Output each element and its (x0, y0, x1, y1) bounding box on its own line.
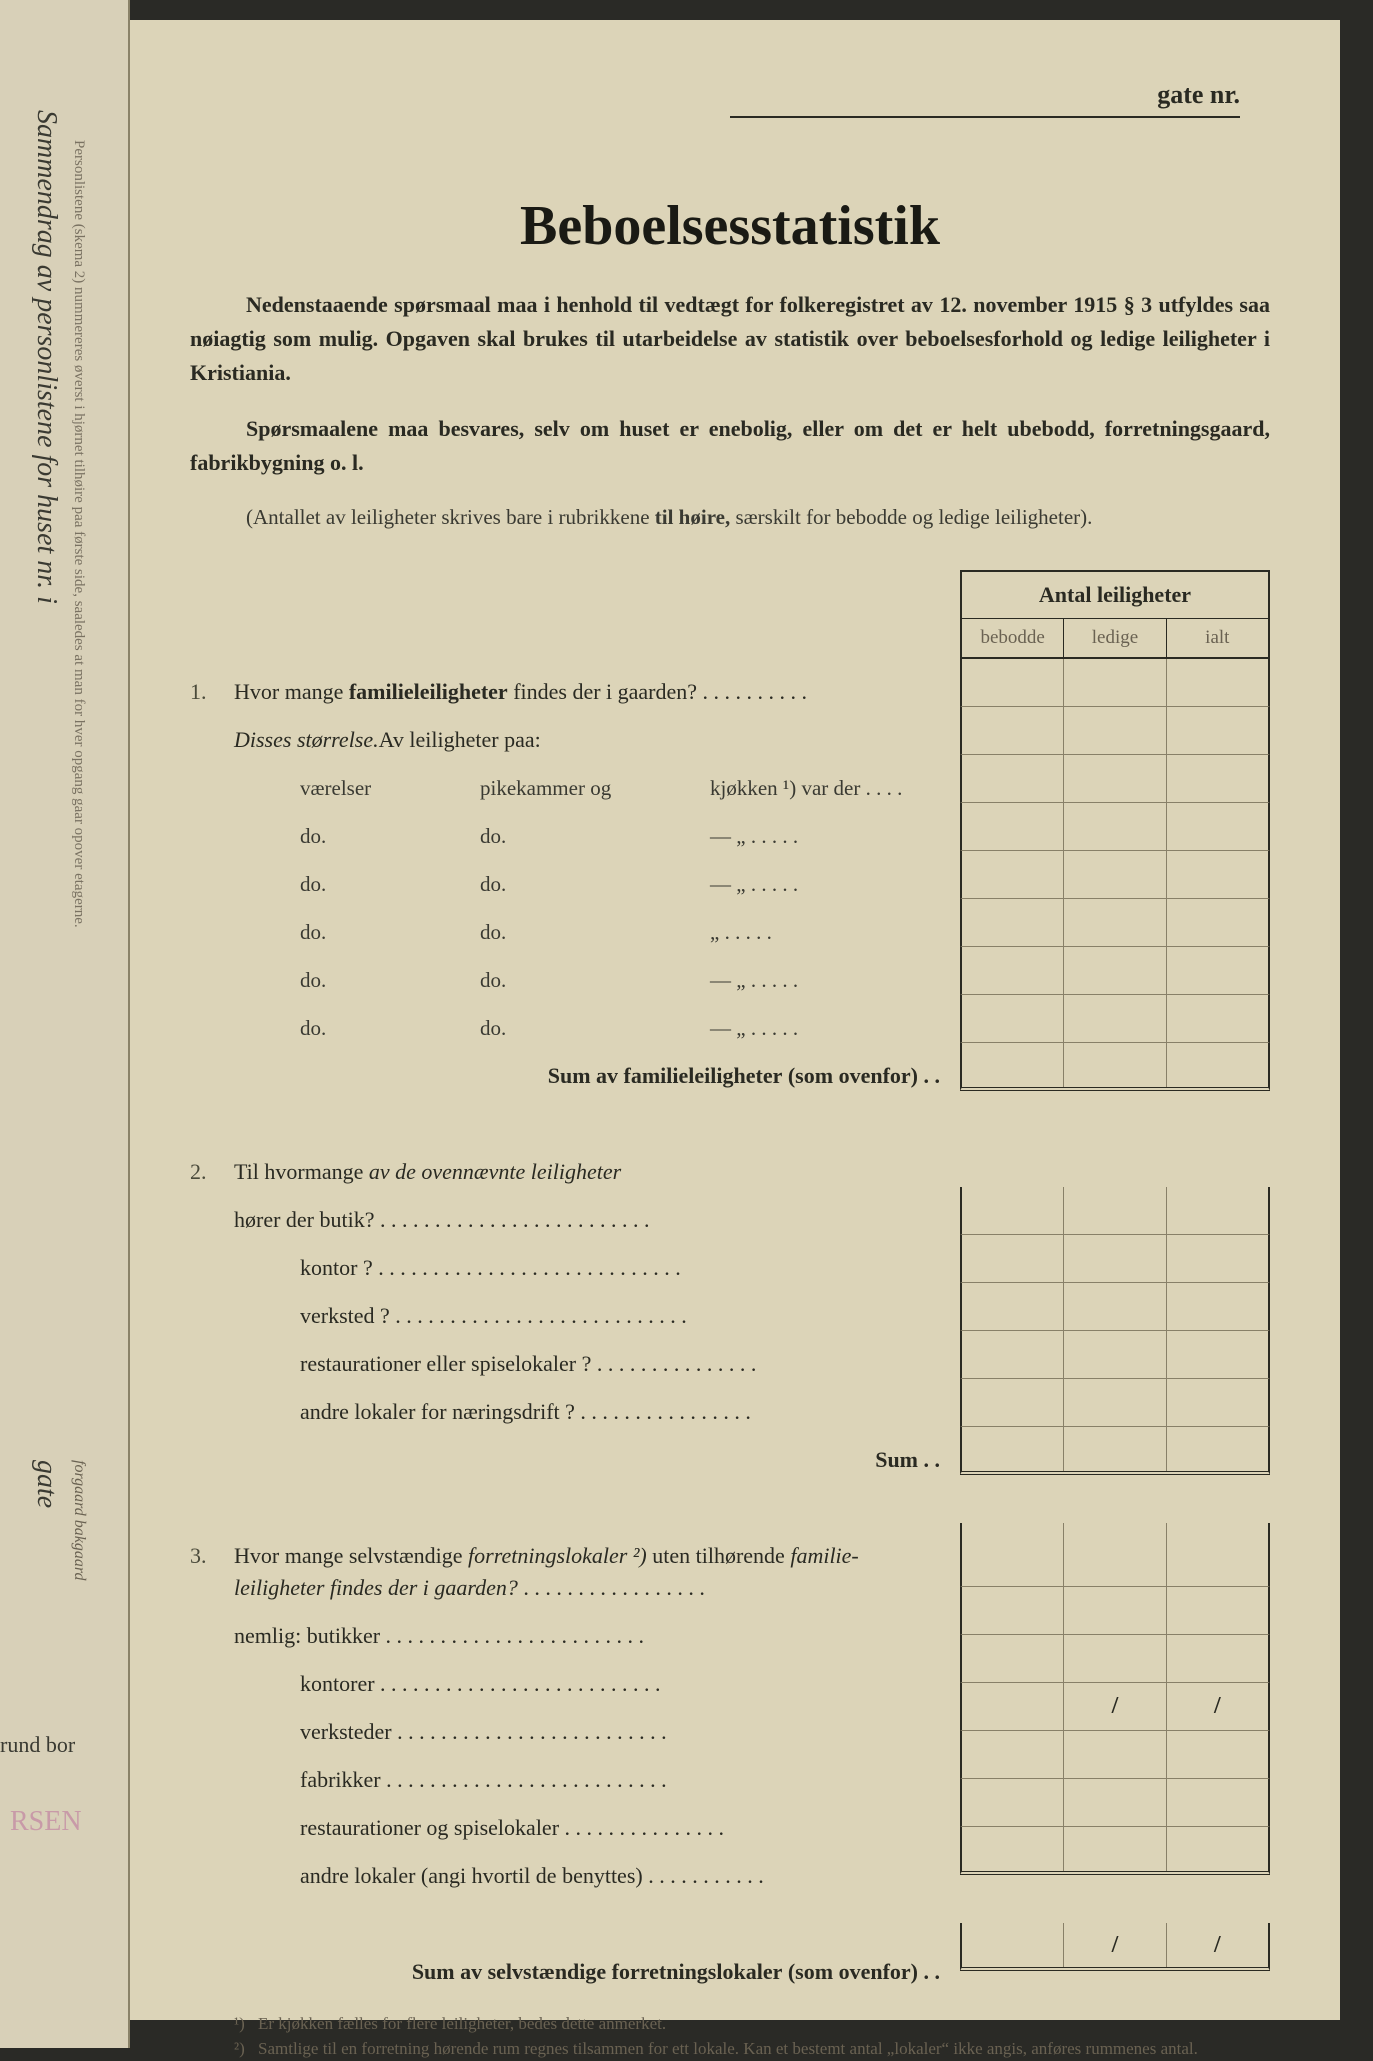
cell-value: / (1167, 1923, 1268, 1967)
q3-line3: kontorer . . . . . . . . . . . . . . . .… (190, 1660, 940, 1708)
table-row[interactable] (960, 1827, 1270, 1875)
q1-text: Hvor mange familieleiligheter findes der… (234, 668, 940, 716)
table-row-verksteder[interactable]: // (960, 1683, 1270, 1731)
table-row[interactable] (960, 995, 1270, 1043)
grid-cell: do. (300, 860, 480, 908)
left-subtext: Personlistene (skema 2) nummereres øvers… (70, 140, 87, 928)
q3-sum: Sum av selvstændige forretningslokaler (… (190, 1948, 940, 1996)
footnote-1: Er kjøkken fælles for flere leiligheter,… (258, 2014, 666, 2033)
table-row[interactable] (960, 1379, 1270, 1427)
grid-cell: do. (300, 1004, 480, 1052)
q3-number: 3. (190, 1540, 234, 1604)
q2-line4: verksted ? . . . . . . . . . . . . . . .… (190, 1292, 940, 1340)
grid-cell: do. (480, 1004, 710, 1052)
footnote-2: Samtlige til en forretning hørende rum r… (258, 2039, 1198, 2058)
footnote-num: ¹) (234, 2012, 258, 2037)
table-row[interactable] (960, 899, 1270, 947)
table-row[interactable] (960, 1331, 1270, 1379)
q3-line2: nemlig: butikker . . . . . . . . . . . .… (190, 1612, 940, 1660)
grid-h2: pikekammer og (480, 764, 710, 812)
intro-paragraph-3: (Antallet av leiligheter skrives bare i … (190, 501, 1270, 534)
table-header: Antal leiligheter (960, 570, 1270, 619)
table-row[interactable] (960, 1187, 1270, 1235)
grid-cell: do. (480, 956, 710, 1004)
gate-nr-field[interactable]: gate nr. (730, 80, 1240, 118)
table-row-sum[interactable]: // (960, 1923, 1270, 1971)
table-row-sum[interactable] (960, 1043, 1270, 1091)
q2-line2: hører der butik? . . . . . . . . . . . .… (190, 1196, 940, 1244)
table-row[interactable] (960, 1779, 1270, 1827)
grid-cell: do. (480, 812, 710, 860)
left-heading: Sammendrag av personlistene for huset nr… (30, 110, 62, 604)
q1-line: 1. Hvor mange familieleiligheter findes … (190, 668, 940, 716)
left-fragment-1: rund bor (0, 1732, 75, 1758)
footnote-num: ²) (234, 2037, 258, 2061)
col-ialt: ialt (1167, 619, 1268, 657)
questions-column: 1. Hvor mange familieleiligheter findes … (190, 570, 960, 1996)
table-row[interactable] (960, 851, 1270, 899)
grid-cell: „ . . . . . (710, 908, 940, 956)
left-gate-label: gate (30, 1460, 62, 1508)
q2-line5: restaurationer eller spiselokaler ? . . … (190, 1340, 940, 1388)
footnotes: ¹)Er kjøkken fælles for flere leilighete… (190, 2012, 1270, 2061)
grid-h1: værelser (300, 764, 480, 812)
table-row[interactable] (960, 1283, 1270, 1331)
left-page-fragment: Sammendrag av personlistene for huset nr… (0, 0, 130, 2048)
table-row[interactable] (960, 755, 1270, 803)
q2-sum: Sum . . (190, 1436, 940, 1484)
cell-value: / (1064, 1923, 1166, 1967)
q1-size-grid: værelserpikekammer ogkjøkken ¹) var der … (190, 764, 940, 1052)
grid-cell: — „ . . . . . (710, 956, 940, 1004)
table-row[interactable] (960, 1587, 1270, 1635)
left-gate-sub: forgaard bakgaard (70, 1460, 88, 1580)
col-bebodde: bebodde (962, 619, 1064, 657)
table-row[interactable] (960, 1731, 1270, 1779)
grid-cell: do. (300, 908, 480, 956)
q3-line5: fabrikker . . . . . . . . . . . . . . . … (190, 1756, 940, 1804)
table-row[interactable] (960, 707, 1270, 755)
table-column: Antal leiligheter bebodde ledige ialt (960, 570, 1270, 1971)
cell-value: / (1064, 1683, 1166, 1730)
grid-cell: do. (300, 812, 480, 860)
table-row[interactable] (960, 947, 1270, 995)
grid-cell: do. (480, 860, 710, 908)
grid-cell: do. (300, 956, 480, 1004)
q2-line1: 2. Til hvormange av de ovennævnte leilig… (190, 1148, 940, 1196)
table-row[interactable] (960, 1235, 1270, 1283)
q1-sizes-intro: Disses størrelse. Av leiligheter paa: (190, 716, 940, 764)
grid-cell: do. (480, 908, 710, 956)
form-page: gate nr. Beboelsesstatistik Nedenstaaend… (130, 20, 1340, 2020)
q3-line1: 3. Hvor mange selvstændige forretningslo… (190, 1532, 940, 1612)
q3-line4: verksteder . . . . . . . . . . . . . . .… (190, 1708, 940, 1756)
table-row-sum[interactable] (960, 1427, 1270, 1475)
intro-paragraph-1: Nedenstaaende spørsmaal maa i henhold ti… (190, 288, 1270, 390)
table-subheader: bebodde ledige ialt (960, 619, 1270, 659)
q3-line6: restaurationer og spiselokaler . . . . .… (190, 1804, 940, 1852)
main-content: 1. Hvor mange familieleiligheter findes … (190, 570, 1270, 1996)
table-row[interactable] (960, 803, 1270, 851)
cell-value: / (1167, 1683, 1268, 1730)
q1-number: 1. (190, 668, 234, 716)
grid-cell: — „ . . . . . (710, 860, 940, 908)
q3-line7: andre lokaler (angi hvortil de benyttes)… (190, 1852, 940, 1900)
gate-nr-label: gate nr. (1157, 80, 1240, 109)
q2-number: 2. (190, 1148, 234, 1196)
left-fragment-2: RSEN (10, 1806, 82, 1838)
q1-sum: Sum av familieleiligheter (som ovenfor) … (190, 1052, 940, 1100)
q2-line6: andre lokaler for næringsdrift ? . . . .… (190, 1388, 940, 1436)
page-title: Beboelsesstatistik (190, 194, 1270, 258)
table-row[interactable] (960, 1523, 1270, 1587)
intro-paragraph-2: Spørsmaalene maa besvares, selv om huset… (190, 412, 1270, 480)
col-ledige: ledige (1064, 619, 1166, 657)
grid-cell: — „ . . . . . (710, 1004, 940, 1052)
grid-h3: kjøkken ¹) var der . . . . (710, 764, 940, 812)
grid-cell: — „ . . . . . (710, 812, 940, 860)
q2-line3: kontor ? . . . . . . . . . . . . . . . .… (190, 1244, 940, 1292)
table-row[interactable] (960, 659, 1270, 707)
table-row[interactable] (960, 1635, 1270, 1683)
